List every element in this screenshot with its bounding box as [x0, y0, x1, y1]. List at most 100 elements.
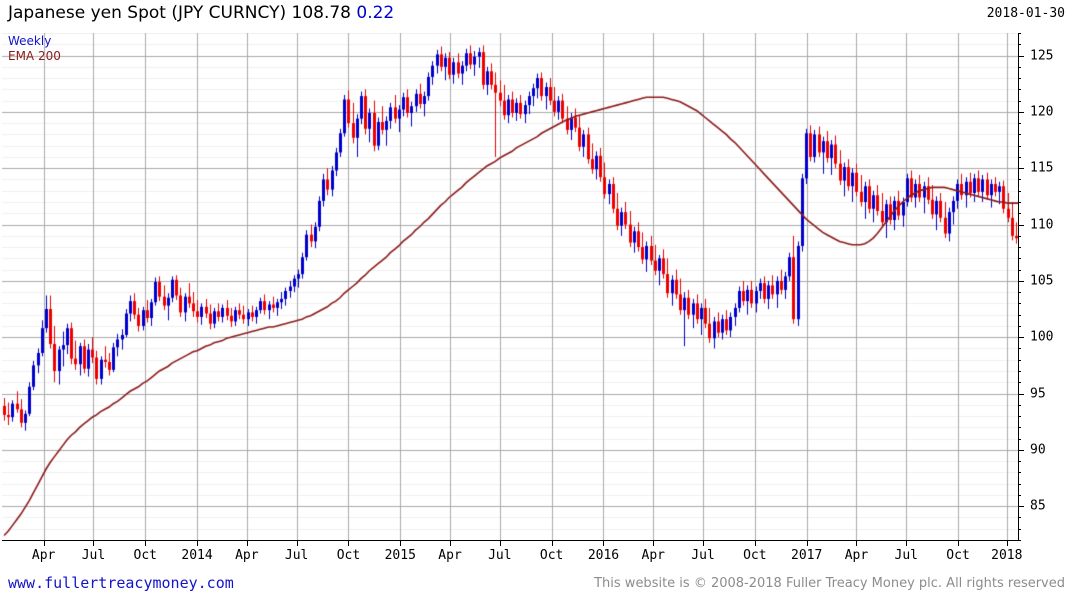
x-axis-tick: [296, 540, 298, 546]
y-axis-tick: [1018, 393, 1024, 395]
y-axis-tick: [1018, 517, 1021, 519]
x-axis-label: Oct: [743, 548, 767, 563]
x-axis-tick: [551, 540, 553, 546]
x-axis-tick: [348, 540, 350, 546]
y-axis-tick: [1018, 66, 1021, 68]
x-axis-label: Oct: [946, 548, 970, 563]
y-axis-tick: [1018, 427, 1021, 429]
x-axis-tick: [703, 540, 705, 546]
y-axis-label: 105: [1030, 273, 1054, 289]
x-axis-label: 2014: [181, 548, 213, 563]
y-axis-tick: [1018, 494, 1021, 496]
x-axis-label: Jul: [894, 548, 918, 563]
y-axis-label: 90: [1030, 442, 1046, 458]
y-axis-label: 120: [1030, 104, 1054, 120]
x-axis-label: 2015: [384, 548, 416, 563]
x-axis-label: Jul: [284, 548, 309, 563]
x-axis-label: Apr: [641, 548, 665, 563]
x-axis-label: Jul: [691, 548, 715, 563]
copyright-notice: This website is © 2008-2018 Fuller Treac…: [594, 576, 1065, 591]
y-axis-tick: [1018, 280, 1024, 282]
site-url[interactable]: www.fullertreacymoney.com: [8, 574, 234, 592]
y-axis-tick: [1018, 449, 1024, 451]
page-title: Japanese yen Spot (JPY CURNCY) 108.78 0.…: [8, 3, 394, 23]
chart-header: Japanese yen Spot (JPY CURNCY) 108.78 0.…: [0, 0, 1075, 28]
y-axis-tick: [1018, 247, 1021, 249]
last-price: 108.78: [291, 3, 351, 23]
y-axis-tick: [1018, 123, 1021, 125]
x-axis-tick: [93, 540, 95, 546]
x-axis-line: [2, 540, 1018, 541]
y-axis-tick: [1018, 371, 1021, 372]
y-axis-tick: [1018, 89, 1021, 91]
x-axis-label: Apr: [235, 548, 259, 563]
x-axis-tick: [856, 540, 858, 546]
y-axis-label: 110: [1030, 217, 1054, 233]
x-axis-label: Apr: [438, 548, 462, 563]
y-axis-tick: [1018, 55, 1024, 57]
as-of-date: 2018-01-30: [986, 6, 1065, 21]
x-axis-tick: [1006, 540, 1008, 546]
y-axis-tick: [1018, 213, 1021, 215]
x-axis-tick: [197, 540, 199, 546]
y-axis-line: [1018, 33, 1019, 540]
x-axis-label: Jul: [81, 548, 106, 563]
y-axis-tick: [1018, 337, 1024, 339]
x-axis-label: Oct: [539, 548, 564, 563]
x-axis-label: 2017: [791, 548, 823, 563]
x-axis-label: Apr: [844, 548, 869, 563]
x-axis-tick: [43, 540, 45, 546]
y-axis-tick: [1018, 325, 1021, 327]
x-axis-tick: [145, 540, 147, 546]
y-axis-label: 100: [1030, 329, 1054, 345]
x-axis-tick: [906, 540, 908, 546]
y-axis-label: 125: [1030, 48, 1054, 64]
y-axis-tick: [1018, 111, 1024, 113]
y-axis-label: 115: [1030, 160, 1054, 176]
y-axis-tick: [1018, 258, 1021, 260]
instrument-name: Japanese yen Spot (JPY CURNCY): [8, 3, 287, 23]
candlestick-canvas[interactable]: [2, 33, 1018, 540]
y-axis-tick: [1018, 145, 1021, 147]
x-axis-label: 2018: [991, 548, 1023, 563]
x-axis-tick: [400, 540, 402, 546]
y-axis-tick: [1018, 78, 1021, 80]
y-axis-tick: [1018, 168, 1024, 170]
legend-ema: EMA 200: [8, 49, 61, 63]
y-axis-tick: [1018, 44, 1021, 46]
y-axis-tick: [1018, 314, 1021, 316]
y-axis-label: 85: [1030, 498, 1046, 514]
chart-legend: Weekly EMA 200: [8, 34, 61, 64]
y-axis-tick: [1018, 202, 1021, 203]
y-axis-tick: [1018, 416, 1021, 418]
x-axis-label: 2016: [587, 548, 620, 563]
y-axis-tick: [1018, 224, 1024, 226]
x-axis-tick: [246, 540, 248, 546]
y-axis-tick: [1018, 438, 1021, 440]
x-axis-tick: [653, 540, 655, 546]
y-axis-tick: [1018, 359, 1021, 361]
y-axis-tick: [1018, 483, 1021, 485]
y-axis-tick: [1018, 292, 1021, 294]
y-axis-tick: [1018, 235, 1021, 237]
x-axis-label: Apr: [31, 548, 56, 563]
x-axis-tick: [603, 540, 605, 546]
x-axis-tick: [754, 540, 756, 546]
x-axis-tick: [499, 540, 501, 546]
price-change: 0.22: [356, 3, 395, 23]
x-axis-label: Oct: [336, 548, 361, 563]
x-axis-label: Jul: [488, 548, 512, 563]
x-axis-tick: [958, 540, 960, 546]
y-axis-tick: [1018, 506, 1024, 508]
y-axis-tick: [1018, 303, 1021, 305]
y-axis-tick: [1018, 134, 1021, 136]
y-axis-tick: [1018, 540, 1021, 541]
y-axis-tick: [1018, 179, 1021, 181]
y-axis-tick: [1018, 382, 1021, 384]
y-axis-tick: [1018, 269, 1021, 271]
y-axis-tick: [1018, 156, 1021, 158]
x-axis: Apr Jul Oct 2014 Apr Jul Oct 2015 Apr Jul Oct 2016 A…: [2, 540, 1022, 568]
chart-plot-area[interactable]: Weekly EMA 200: [2, 33, 1018, 540]
y-axis-tick: [1018, 404, 1021, 406]
